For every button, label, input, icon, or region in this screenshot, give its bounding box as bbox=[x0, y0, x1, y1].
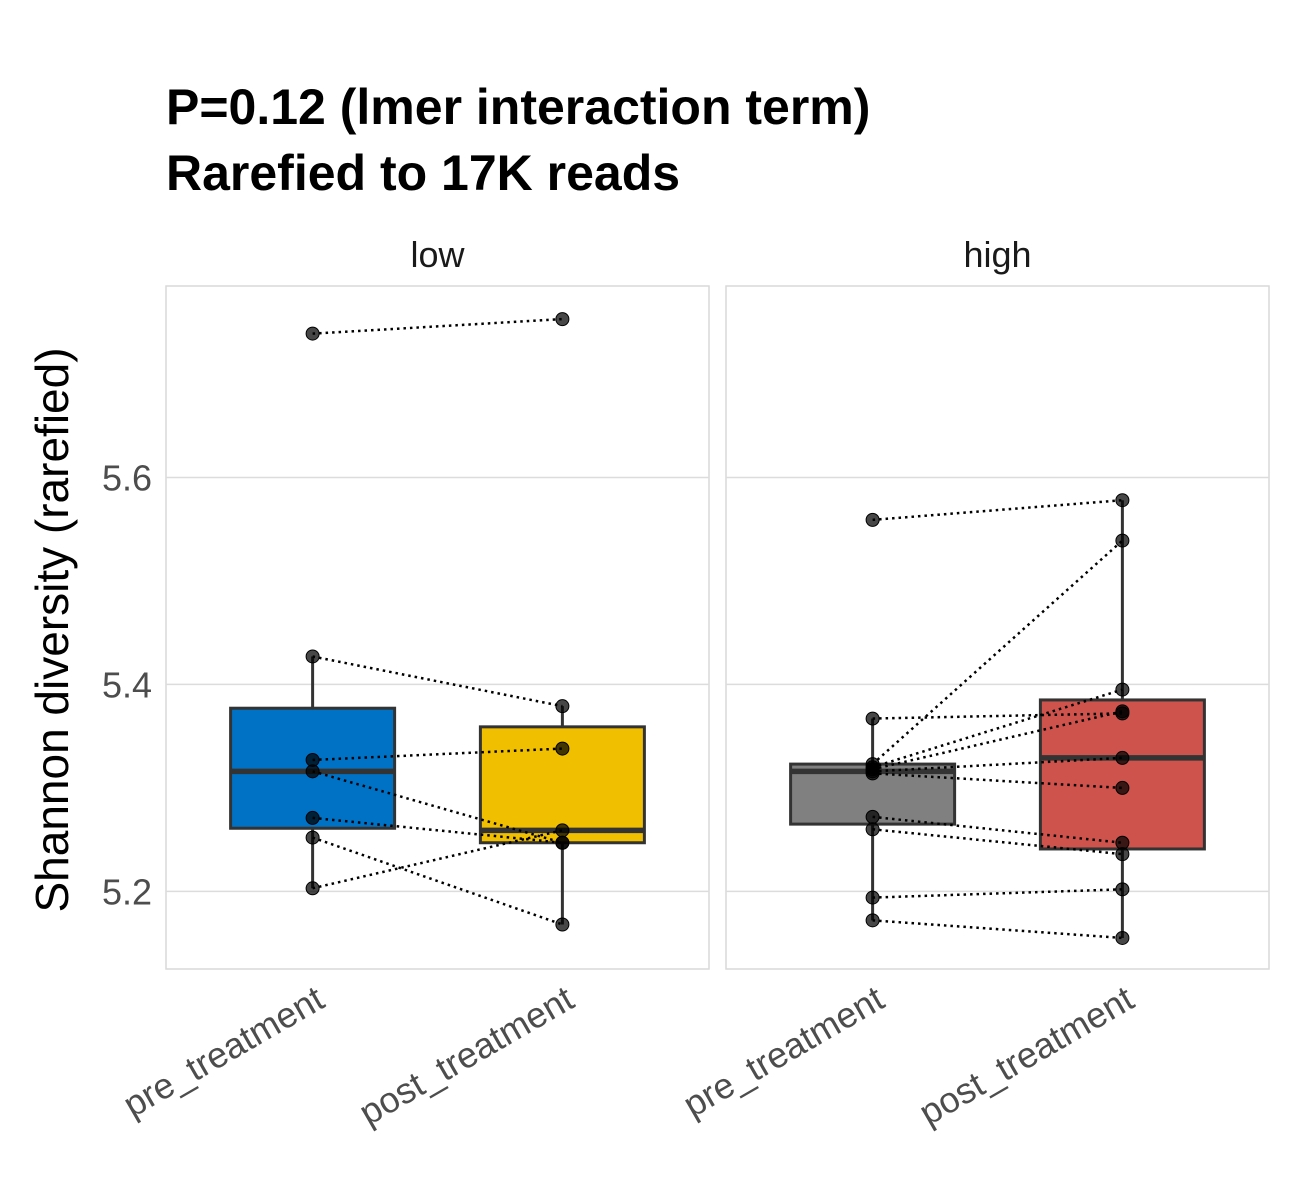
data-point-pre bbox=[305, 326, 320, 341]
subject-pair bbox=[305, 823, 570, 896]
subject-pair bbox=[865, 766, 1130, 795]
pair-connector-line bbox=[872, 756, 1123, 773]
data-point-post bbox=[1115, 847, 1130, 862]
pair-connector-line bbox=[312, 836, 563, 926]
panel-strip-label: high bbox=[963, 234, 1031, 275]
x-tick-label: pre_treatment bbox=[116, 977, 331, 1125]
subject-pair bbox=[865, 809, 1130, 850]
pair-connector-line bbox=[872, 712, 1123, 720]
pair-connector-line bbox=[312, 770, 563, 844]
data-point-pre bbox=[865, 913, 880, 928]
chart-title-line-2: Rarefied to 17K reads bbox=[166, 145, 680, 201]
pair-connector-line bbox=[872, 772, 1123, 790]
pair-connector-line bbox=[872, 888, 1123, 899]
box-body bbox=[1038, 698, 1206, 851]
pair-connector-line bbox=[872, 815, 1123, 844]
data-point-pre bbox=[865, 890, 880, 905]
x-tick-label: pre_treatment bbox=[676, 977, 891, 1125]
pair-connector-line bbox=[312, 816, 563, 844]
chart-title-line-1: P=0.12 (lmer interaction term) bbox=[166, 79, 870, 135]
data-point-pre bbox=[305, 649, 320, 664]
pair-connector-line bbox=[872, 828, 1123, 856]
data-point-post bbox=[1115, 930, 1130, 945]
data-point-post bbox=[555, 917, 570, 932]
data-point-post bbox=[555, 699, 570, 714]
subject-pair bbox=[305, 741, 570, 767]
data-point-post bbox=[1115, 493, 1130, 508]
panel-border bbox=[725, 285, 1270, 970]
panel-high: high pre_treatment post_treatment bbox=[676, 234, 1270, 1133]
y-tick-label: 5.4 bbox=[102, 664, 152, 705]
subject-pair bbox=[305, 810, 570, 850]
subject-pair bbox=[305, 830, 570, 932]
pair-connector-line bbox=[872, 919, 1123, 940]
data-point-pre bbox=[865, 809, 880, 824]
subject-pair bbox=[305, 649, 570, 714]
data-point-pre bbox=[305, 830, 320, 845]
data-point-post bbox=[1115, 750, 1130, 765]
pair-connector-line bbox=[312, 747, 563, 762]
subject-pair bbox=[865, 822, 1130, 862]
data-point-pre bbox=[305, 810, 320, 825]
data-point-post bbox=[555, 312, 570, 327]
data-point-post bbox=[1115, 780, 1130, 795]
data-point-pre bbox=[865, 711, 880, 726]
panel-low: low pre_treatment post_treatment bbox=[116, 234, 710, 1133]
y-tick-label: 5.2 bbox=[102, 871, 152, 912]
box-post_treatment bbox=[1038, 500, 1206, 938]
subject-pair bbox=[865, 882, 1130, 905]
y-axis-label: Shannon diversity (rarefied) bbox=[26, 347, 78, 912]
pair-connector-line bbox=[312, 655, 563, 708]
subject-pair bbox=[865, 913, 1130, 945]
panel-strip-label: low bbox=[410, 234, 465, 275]
data-point-pre bbox=[305, 764, 320, 779]
subject-pair bbox=[305, 312, 570, 341]
data-point-post bbox=[1115, 533, 1130, 548]
data-point-post bbox=[1115, 682, 1130, 697]
data-point-post bbox=[555, 835, 570, 850]
data-point-post bbox=[555, 741, 570, 756]
data-point-pre bbox=[865, 766, 880, 781]
x-tick-label: post_treatment bbox=[352, 977, 580, 1133]
data-point-post bbox=[555, 823, 570, 838]
pair-connector-line bbox=[872, 498, 1123, 522]
pair-connector-line bbox=[312, 317, 563, 335]
data-point-post bbox=[1115, 882, 1130, 897]
data-point-post bbox=[1115, 704, 1130, 719]
subject-pair bbox=[865, 493, 1130, 527]
x-tick-label: post_treatment bbox=[912, 977, 1140, 1133]
pair-connector-line bbox=[872, 688, 1123, 769]
data-point-pre bbox=[865, 822, 880, 837]
data-point-pre bbox=[865, 512, 880, 527]
data-point-pre bbox=[305, 881, 320, 896]
y-tick-label: 5.6 bbox=[102, 457, 152, 498]
panel-border bbox=[165, 285, 710, 970]
